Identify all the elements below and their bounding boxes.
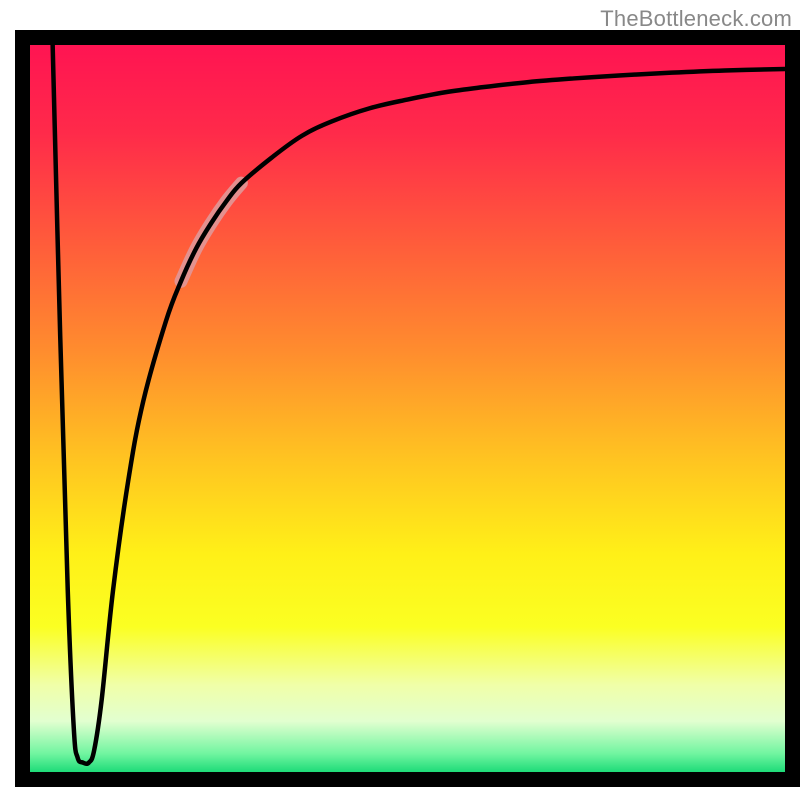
bottleneck-chart: TheBottleneck.com: [0, 0, 800, 800]
chart-svg: [0, 0, 800, 800]
bottom-strip: [0, 787, 800, 800]
watermark-text: TheBottleneck.com: [600, 6, 792, 32]
left-strip: [0, 0, 15, 800]
